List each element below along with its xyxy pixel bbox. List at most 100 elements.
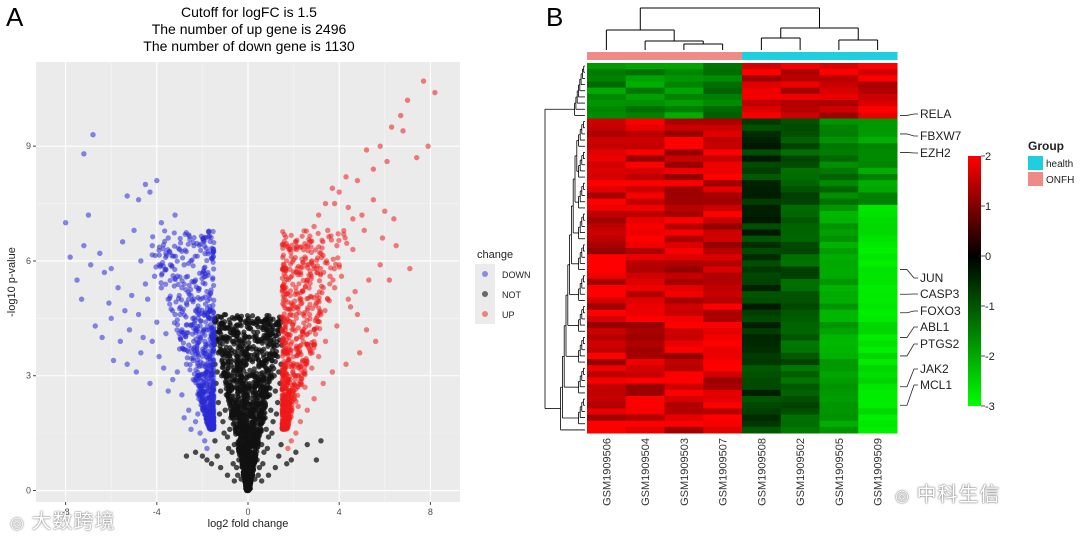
- heatmap-cell: [858, 315, 898, 323]
- volcano-point-up: [282, 360, 288, 366]
- volcano-point-down: [202, 294, 208, 300]
- volcano-point-up: [293, 430, 299, 436]
- heatmap-cell: [625, 291, 665, 298]
- heatmap-cell: [742, 223, 782, 230]
- heatmap-cell: [703, 87, 743, 95]
- heatmap-cell: [664, 186, 704, 193]
- wechat-icon: ◎: [10, 515, 25, 532]
- volcano-point-up: [284, 315, 290, 322]
- heatmap-cell: [587, 371, 627, 378]
- heatmap-cell: [742, 63, 782, 70]
- heatmap-cell: [587, 266, 627, 274]
- volcano-point-up: [350, 216, 356, 222]
- volcano-point-not: [230, 461, 236, 467]
- heatmap-cell: [664, 192, 704, 200]
- volcano-point-up: [288, 232, 294, 238]
- volcano-point-down: [183, 314, 189, 320]
- volcano-point-up: [315, 255, 321, 261]
- heatmap-cell: [780, 266, 820, 274]
- heatmap-cell: [780, 272, 820, 280]
- volcano-point-not: [233, 404, 239, 410]
- heatmap-cell: [587, 402, 627, 409]
- heatmap-cell: [587, 155, 627, 163]
- heatmap-cell: [858, 371, 898, 378]
- volcano-point-up: [288, 300, 295, 306]
- volcano-point-up: [306, 239, 313, 245]
- heatmap-cell: [703, 223, 743, 230]
- volcano-point-down: [162, 228, 168, 234]
- volcano-point-not: [238, 317, 244, 323]
- volcano-point-down: [170, 376, 176, 383]
- volcano-point-not: [276, 453, 282, 459]
- heatmap-cell: [703, 155, 743, 163]
- volcano-point-up: [282, 265, 289, 271]
- heatmap-cell: [742, 100, 782, 107]
- heatmap-cell: [587, 408, 627, 415]
- heatmap-cell: [858, 223, 898, 230]
- volcano-point-not: [246, 340, 252, 346]
- heatmap-cell: [780, 75, 820, 82]
- heatmap-cell: [858, 285, 898, 292]
- volcano-point-not: [228, 373, 234, 379]
- volcano-point-not: [217, 343, 223, 349]
- heatmap-cell: [587, 149, 627, 156]
- panel-label-b: B: [546, 2, 564, 32]
- volcano-point-up: [302, 384, 308, 390]
- volcano-point-not: [247, 485, 253, 492]
- heatmap-cells: [587, 63, 898, 434]
- volcano-point-up: [281, 411, 287, 417]
- gene-label: ABL1: [920, 320, 950, 334]
- volcano-point-not: [304, 441, 310, 448]
- heatmap-cell: [858, 420, 898, 428]
- column-label: GSM1909504: [640, 438, 652, 506]
- volcano-point-not: [224, 325, 230, 331]
- volcano-point-not: [258, 393, 264, 399]
- volcano-point-not: [227, 426, 233, 433]
- heatmap-cell: [780, 414, 820, 422]
- heatmap-cell: [819, 87, 859, 95]
- heatmap-cell: [858, 137, 898, 144]
- volcano-point-up: [306, 285, 312, 291]
- volcano-point-up: [300, 330, 306, 337]
- heatmap-cell: [819, 371, 859, 378]
- heatmap-cell: [819, 93, 859, 101]
- heatmap-cell: [742, 241, 782, 249]
- volcano-point-not: [269, 324, 276, 330]
- volcano-point-down: [115, 285, 121, 291]
- volcano-point-not: [255, 324, 261, 330]
- volcano-point-not: [266, 392, 273, 398]
- heatmap-cell: [587, 383, 627, 391]
- heatmap-cell: [819, 260, 859, 267]
- volcano-point-up: [288, 254, 294, 260]
- heatmap-cell: [819, 69, 859, 76]
- volcano-point-not: [265, 343, 271, 349]
- volcano-point-up: [393, 242, 399, 249]
- volcano-point-not: [241, 432, 247, 438]
- heatmap-cell: [625, 426, 665, 434]
- heatmap-cell: [587, 346, 627, 354]
- heatmap-cell: [742, 322, 782, 329]
- volcano-point-not: [250, 408, 256, 414]
- volcano-point-not: [244, 422, 251, 428]
- volcano-point-not: [183, 453, 190, 459]
- heatmap-cell: [625, 340, 665, 348]
- volcano-point-not: [245, 325, 252, 332]
- volcano-point-down: [207, 296, 213, 302]
- heatmap-cell: [664, 69, 704, 76]
- volcano-xlabel: log2 fold change: [208, 518, 289, 530]
- volcano-point-down: [149, 252, 155, 258]
- heatmap-cell: [703, 377, 743, 385]
- volcano-point-down: [101, 269, 108, 276]
- volcano-point-down: [183, 300, 190, 306]
- heatmap-cell: [858, 322, 898, 329]
- volcano-point-up: [292, 376, 298, 382]
- volcano-point-down: [81, 242, 87, 249]
- volcano-point-down: [203, 319, 209, 325]
- volcano-point-down: [172, 212, 178, 218]
- heatmap-cell: [703, 180, 743, 187]
- volcano-legend-title: change: [477, 249, 513, 261]
- volcano-point-up: [338, 273, 345, 279]
- volcano-point-up: [286, 356, 292, 362]
- volcano-point-down: [196, 363, 203, 370]
- heatmap-cell: [858, 75, 898, 82]
